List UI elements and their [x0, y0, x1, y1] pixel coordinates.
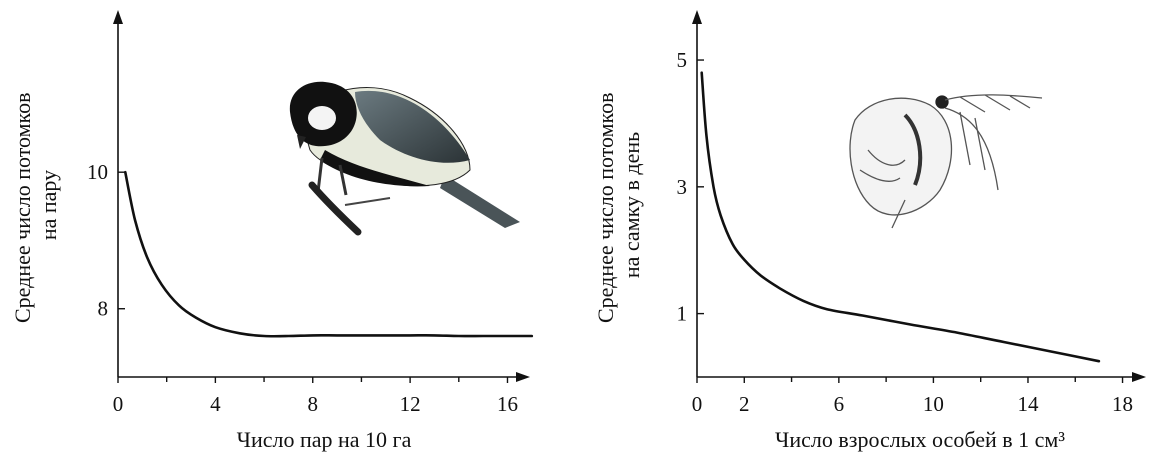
x-tick-label: 12 [400, 392, 421, 416]
y-tick-label: 1 [677, 302, 688, 326]
bird-beak [297, 135, 306, 149]
y-axis-title: Среднее число потомков на пару [10, 87, 61, 323]
tick-labels: 0 4 8 12 16 8 10 [87, 160, 518, 416]
x-tick-label: 10 [923, 392, 944, 416]
y-axis-title-line-2: на самку в день [619, 132, 644, 278]
x-tick-label: 0 [692, 392, 703, 416]
daphnia-antenna-upper [944, 94, 1043, 113]
daphnia-tail-spine [891, 199, 906, 229]
x-tick-label: 14 [1017, 392, 1039, 416]
y-axis-title: Среднее число потомков на самку в день [593, 87, 644, 323]
y-axis-title-line-1: Среднее число потомков [10, 93, 35, 324]
bird-twig [344, 197, 391, 206]
daphnia-illustration [849, 94, 1043, 229]
daphnia-eye [935, 95, 949, 109]
data-line [700, 71, 1101, 363]
y-axis-arrow [113, 10, 123, 24]
x-axis-title: Число пар на 10 га [237, 427, 412, 452]
data-line [124, 170, 534, 338]
bird-perch-branch [308, 181, 362, 236]
bird-wing [355, 90, 470, 163]
y-tick-label: 5 [677, 48, 688, 72]
x-tick-label: 18 [1112, 392, 1133, 416]
x-tick-label: 2 [739, 392, 750, 416]
daphnia-carapace [849, 97, 953, 216]
x-axis-title: Число взрослых особей в 1 см³ [775, 427, 1065, 452]
y-tick-label: 10 [87, 160, 108, 184]
tick-marks [696, 59, 1124, 383]
y-tick-label: 3 [677, 175, 688, 199]
tick-labels: 0 2 6 10 14 18 1 3 5 [677, 48, 1134, 416]
chart-bird-density: 0 4 8 12 16 8 10 Число пар на 10 га Среднее чи… [10, 10, 534, 452]
bird-legs [316, 157, 348, 196]
daphnia-gut [903, 113, 923, 186]
x-axis-arrow [516, 372, 530, 382]
daphnia-antenna-lower [944, 107, 999, 191]
chart-daphnia-density: 0 2 6 10 14 18 1 3 5 Число взрослых особей в 1 с… [593, 10, 1146, 452]
y-axis-arrow [692, 10, 702, 24]
x-tick-label: 16 [497, 392, 518, 416]
y-axis-title-line-2: на пару [36, 170, 61, 240]
axes [113, 10, 530, 382]
daphnia-inner-lines [859, 149, 906, 182]
x-tick-label: 0 [113, 392, 124, 416]
bird-tail [440, 175, 520, 228]
tick-marks [117, 171, 509, 383]
y-axis-title-line-1: Среднее число потомков [593, 93, 618, 324]
axes [692, 10, 1146, 382]
x-tick-label: 6 [834, 392, 845, 416]
x-tick-label: 8 [307, 392, 318, 416]
great-tit-bird-illustration [289, 81, 520, 236]
y-tick-label: 8 [98, 297, 109, 321]
x-axis-arrow [1132, 372, 1146, 382]
x-tick-label: 4 [210, 392, 221, 416]
bird-cheek [308, 106, 336, 130]
